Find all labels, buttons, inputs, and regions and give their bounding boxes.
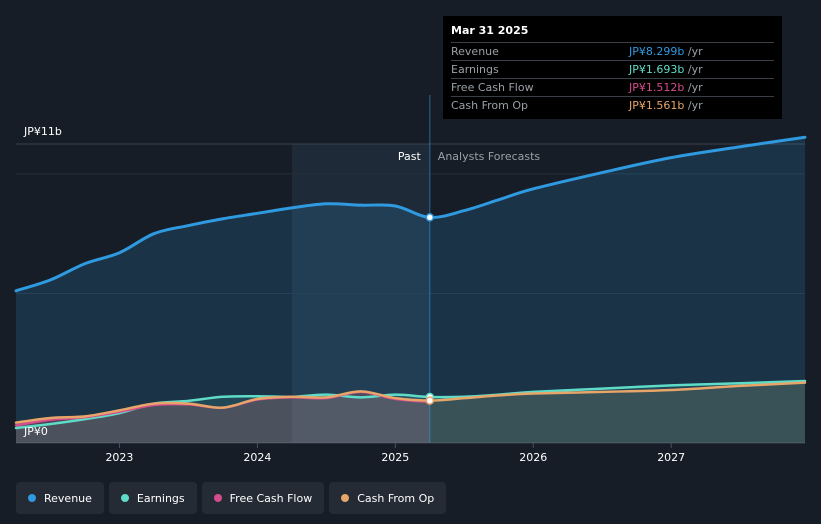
- legend-label: Free Cash Flow: [229, 491, 313, 505]
- hover-markers: [425, 213, 435, 405]
- legend-label: Revenue: [44, 491, 92, 505]
- legend: Revenue Earnings Free Cash Flow Cash Fro…: [16, 482, 447, 514]
- revenue-line: [14, 135, 807, 293]
- tooltip-value: JP¥8.299b: [629, 45, 685, 58]
- cfo-line: [14, 381, 807, 424]
- tooltip-value: JP¥1.512b: [629, 81, 685, 94]
- legend-item-earnings[interactable]: Earnings: [108, 482, 197, 514]
- series-areas: [16, 137, 805, 444]
- y-tick-label-bottom: JP¥0: [23, 425, 48, 438]
- free-cash-flow-dot-icon: [213, 494, 222, 502]
- tooltip-unit: /yr: [687, 45, 703, 58]
- x-tick-label: 2023: [105, 451, 133, 464]
- legend-item-cash-from-op[interactable]: Cash From Op: [329, 482, 447, 514]
- legend-label: Cash From Op: [357, 491, 435, 505]
- revenue-area: [16, 137, 805, 444]
- tooltip-row-revenue: Revenue JP¥8.299b /yr: [451, 42, 774, 60]
- tooltip-row-cash-from-op: Cash From Op JP¥1.561b /yr: [451, 96, 774, 114]
- tooltip: Mar 31 2025 Revenue JP¥8.299b /yr Earnin…: [443, 16, 782, 119]
- cfo-marker: [425, 396, 435, 405]
- tooltip-value: JP¥1.693b: [629, 63, 685, 76]
- revenue-dot-icon: [28, 494, 36, 502]
- tooltip-row-earnings: Earnings JP¥1.693b /yr: [451, 60, 774, 78]
- x-tick-label: 2027: [657, 451, 685, 464]
- past-label: Past: [398, 150, 422, 163]
- tooltip-label: Cash From Op: [451, 99, 529, 112]
- tooltip-date: Mar 31 2025: [451, 24, 529, 37]
- tooltip-unit: /yr: [687, 99, 703, 112]
- x-tick-label: 2024: [243, 451, 271, 464]
- cash-from-op-dot-icon: [341, 494, 350, 502]
- y-tick-label-top: JP¥11b: [23, 125, 62, 138]
- tooltip-label: Earnings: [451, 63, 499, 76]
- revenue-marker: [425, 213, 435, 222]
- cfo-area: [16, 382, 805, 443]
- series-lines: [14, 135, 807, 430]
- earnings-dot-icon: [120, 494, 129, 502]
- legend-label: Earnings: [136, 491, 185, 505]
- forecast-label: Analysts Forecasts: [438, 150, 541, 163]
- tooltip-label: Free Cash Flow: [451, 81, 534, 94]
- tooltip-row-free-cash-flow: Free Cash Flow JP¥1.512b /yr: [451, 78, 774, 96]
- earnings-area: [16, 381, 805, 443]
- tooltip-label: Revenue: [451, 45, 499, 58]
- x-tick-label: 2025: [381, 451, 409, 464]
- legend-item-revenue[interactable]: Revenue: [16, 482, 104, 514]
- tooltip-value: JP¥1.561b: [629, 99, 685, 112]
- grid-lines: [16, 143, 805, 444]
- x-tick-label: 2026: [519, 451, 547, 464]
- legend-item-free-cash-flow[interactable]: Free Cash Flow: [201, 482, 325, 514]
- x-axis-ticks: 2023 2024 2025 2026 2027: [105, 443, 685, 464]
- tooltip-unit: /yr: [687, 63, 703, 76]
- fcf-area: [16, 391, 430, 443]
- tooltip-unit: /yr: [687, 81, 703, 94]
